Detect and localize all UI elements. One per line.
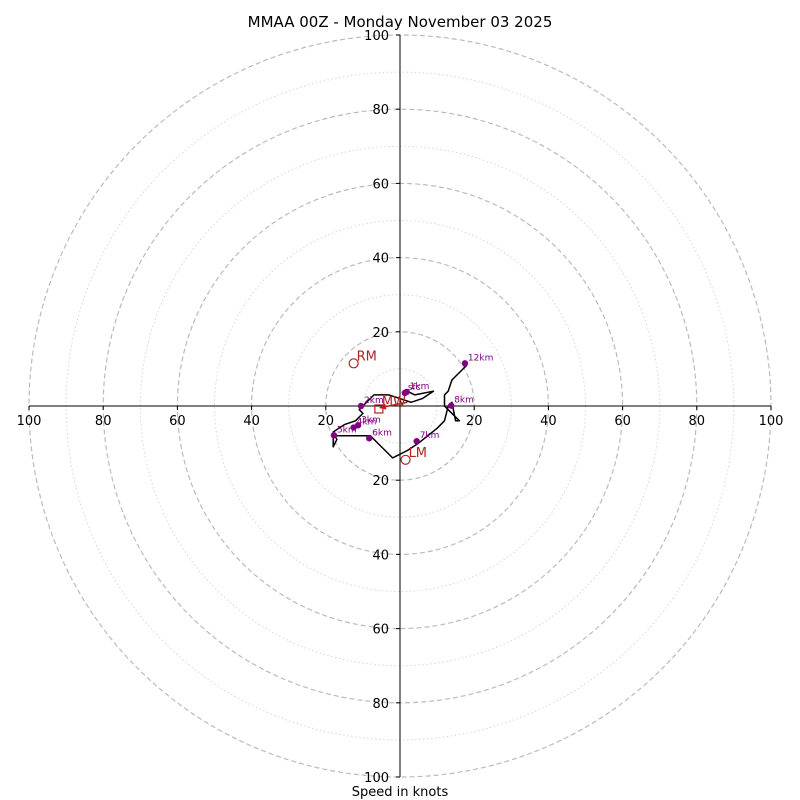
storm-motion-marker-lm — [400, 454, 411, 465]
y-tick-label-up: 100 — [364, 29, 389, 44]
storm-motion-label: RM — [357, 349, 377, 364]
x-tick-label-left: 100 — [17, 414, 42, 429]
y-tick-label-up: 60 — [372, 177, 389, 192]
tick-labels: 20 20 20 20 40 40 40 40 60 60 60 60 80 80 80 80 100 100 10… — [17, 29, 784, 786]
height-marker-dot — [413, 438, 420, 445]
height-marker-label: 3km — [361, 415, 381, 425]
height-marker-dot — [447, 402, 455, 409]
height-marker-dot — [330, 432, 338, 439]
height-marker-dot — [403, 388, 410, 396]
x-tick-label-left: 60 — [169, 414, 186, 429]
y-tick-label-down: 80 — [372, 697, 389, 712]
height-marker-label: 12km — [468, 353, 493, 363]
x-tick-label-right: 40 — [540, 414, 557, 429]
height-marker-label: 6km — [372, 428, 392, 438]
hodograph-trace — [332, 364, 468, 459]
height-marker-dot — [366, 435, 373, 442]
x-tick-label-left: 80 — [95, 414, 112, 429]
chart-title: MMAA 00Z - Monday November 03 2025 — [248, 13, 553, 31]
x-tick-label-right: 100 — [759, 414, 784, 429]
height-marker-label: sfc — [408, 383, 421, 393]
storm-motion-label: MW — [382, 395, 406, 410]
height-marker-label: 4km — [357, 418, 377, 428]
storm-motion-marker-rm — [348, 358, 359, 369]
x-tick-label-right: 20 — [466, 414, 483, 429]
x-axis-label: Speed in knots — [352, 785, 449, 800]
height-marker-dot — [461, 360, 469, 367]
storm-motion-label: LM — [409, 446, 427, 461]
y-tick-label-down: 40 — [372, 548, 389, 563]
height-marker-dot — [350, 424, 357, 431]
y-tick-label-down: 60 — [372, 623, 389, 638]
hodograph-line — [332, 364, 468, 459]
x-tick-label-left: 40 — [243, 414, 260, 429]
height-marker-label: 8km — [454, 396, 474, 406]
height-marker-label: 1km — [410, 382, 430, 392]
y-tick-label-down: 100 — [364, 771, 389, 786]
y-tick-label-down: 20 — [372, 474, 389, 489]
x-tick-label-right: 60 — [614, 414, 631, 429]
y-tick-label-up: 40 — [372, 252, 389, 267]
axes — [29, 35, 771, 777]
x-tick-label-left: 20 — [318, 414, 335, 429]
x-tick-label-right: 80 — [689, 414, 706, 429]
height-marker-label: 5km — [337, 425, 357, 435]
storm-motion-markers: RM LM MW — [348, 349, 427, 465]
y-tick-label-up: 20 — [372, 326, 389, 341]
height-marker-dot — [357, 402, 365, 410]
y-tick-label-up: 80 — [372, 103, 389, 118]
height-marker-label: 2km — [364, 396, 384, 406]
height-marker-label: 7km — [420, 431, 440, 441]
mean-wind-marker — [374, 404, 384, 414]
